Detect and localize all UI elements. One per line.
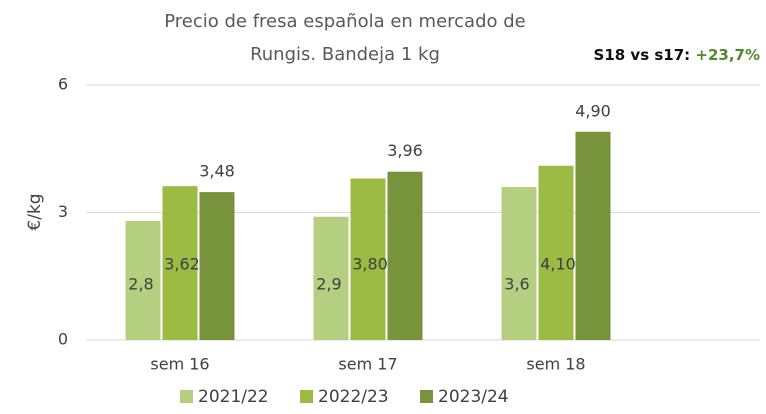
bar	[538, 165, 574, 340]
x-tick-label: sem 17	[338, 355, 397, 374]
data-label: 3,6	[504, 275, 529, 294]
data-label: 3,48	[199, 162, 235, 181]
x-tick-label: sem 16	[150, 355, 209, 374]
legend-swatch	[180, 390, 193, 403]
legend-swatch	[420, 390, 433, 403]
bar	[501, 187, 537, 340]
data-label: 3,80	[352, 255, 388, 274]
bar	[387, 171, 423, 340]
y-tick-label: 0	[58, 330, 68, 349]
y-tick-label: 6	[58, 75, 68, 94]
data-label: 2,8	[128, 275, 153, 294]
legend-label: 2021/22	[198, 387, 269, 407]
legend-label: 2022/23	[318, 387, 389, 407]
bar	[162, 186, 198, 340]
annotation: S18 vs s17: +23,7%	[594, 46, 760, 64]
legend-label: 2023/24	[438, 387, 509, 407]
bar	[575, 131, 611, 340]
annotation-value: +23,7%	[695, 46, 760, 64]
data-label: 3,62	[164, 255, 200, 274]
chart-title: Precio de fresa española en mercado de	[164, 11, 526, 32]
bar	[313, 216, 349, 340]
annotation-label: S18 vs s17:	[594, 46, 691, 64]
legend-swatch	[300, 390, 313, 403]
bar	[350, 178, 386, 340]
data-label: 4,90	[575, 101, 611, 120]
data-label: 2,9	[316, 275, 341, 294]
x-tick-label: sem 18	[526, 355, 585, 374]
data-label: 3,96	[387, 141, 423, 160]
y-tick-label: 3	[58, 202, 68, 221]
y-axis-label: €/kg	[25, 193, 45, 230]
chart-title: Rungis. Bandeja 1 kg	[250, 44, 440, 65]
bar	[199, 192, 235, 340]
data-label: 4,10	[540, 255, 576, 274]
bar	[125, 221, 161, 340]
